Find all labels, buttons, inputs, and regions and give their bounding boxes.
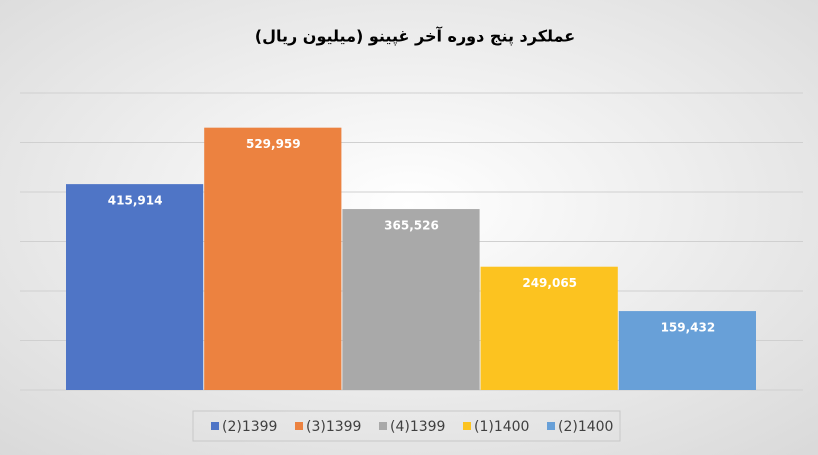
chart-title: عملکرد پنج دوره آخر غپینو (میلیون ریال) (255, 26, 575, 47)
legend-swatch (463, 422, 471, 430)
legend-swatch (547, 422, 555, 430)
bar (618, 311, 756, 390)
data-label: 249,065 (522, 276, 577, 290)
legend-label: (3)1399 (306, 419, 361, 435)
legend-box (192, 410, 621, 442)
bar (342, 209, 480, 390)
data-label: 159,432 (661, 321, 716, 335)
legend-label: (2)1399 (222, 419, 277, 435)
legend-label: (4)1399 (390, 419, 445, 435)
bar (480, 266, 618, 390)
bar (66, 184, 204, 390)
legend-swatch (211, 422, 219, 430)
legend-label: (2)1400 (558, 419, 613, 435)
data-label: 415,914 (108, 194, 163, 208)
data-label: 529,959 (246, 137, 301, 151)
legend-swatch (379, 422, 387, 430)
bar (204, 127, 342, 391)
legend-label: (1)1400 (474, 419, 529, 435)
data-label: 365,526 (384, 219, 439, 233)
legend-swatch (295, 422, 303, 430)
